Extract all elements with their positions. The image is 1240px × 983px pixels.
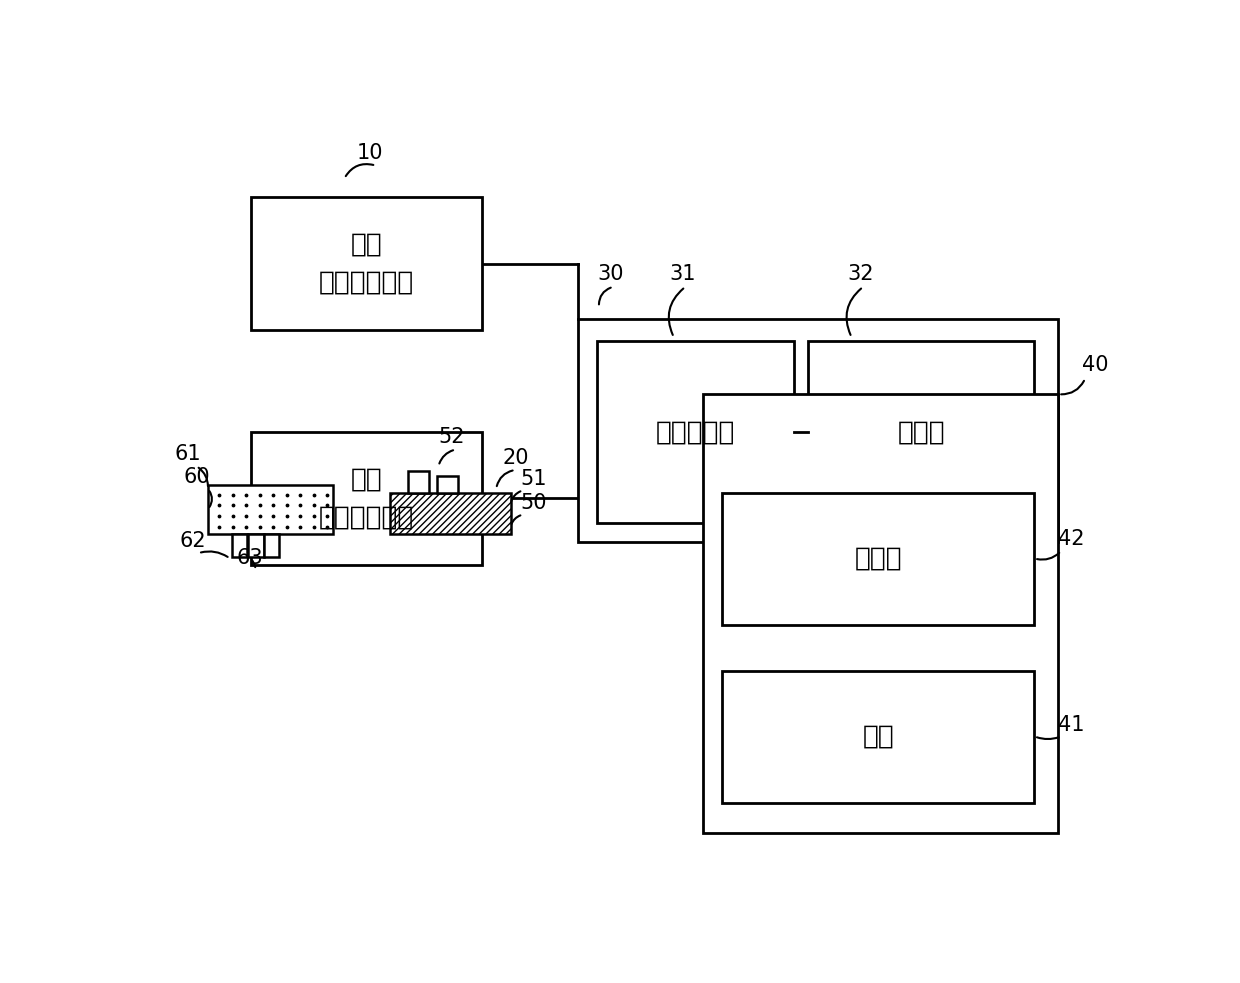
- Text: 第二
图像获取装置: 第二 图像获取装置: [319, 466, 414, 530]
- Text: 20: 20: [503, 447, 529, 468]
- Bar: [722, 492, 1034, 625]
- Bar: [596, 341, 794, 523]
- Text: 第一
图像获取装置: 第一 图像获取装置: [319, 232, 414, 296]
- Bar: [250, 198, 481, 330]
- Text: 61: 61: [174, 444, 201, 464]
- Text: 41: 41: [1058, 715, 1085, 735]
- Bar: [208, 485, 332, 535]
- Bar: [436, 476, 458, 492]
- Bar: [248, 535, 264, 557]
- Bar: [232, 535, 247, 557]
- Text: 62: 62: [179, 531, 206, 550]
- Text: 52: 52: [439, 428, 465, 447]
- Text: 42: 42: [1058, 530, 1085, 549]
- Text: 50: 50: [521, 493, 547, 513]
- Text: 63: 63: [237, 549, 263, 568]
- Bar: [408, 472, 429, 492]
- Bar: [250, 433, 481, 564]
- Text: 51: 51: [521, 469, 547, 489]
- Bar: [703, 394, 1058, 834]
- Bar: [264, 535, 279, 557]
- Text: 图像处理器: 图像处理器: [656, 419, 735, 445]
- Bar: [578, 318, 1058, 542]
- Text: 10: 10: [357, 144, 383, 163]
- Bar: [722, 670, 1034, 803]
- Text: 30: 30: [596, 264, 624, 284]
- Text: 控制器: 控制器: [898, 419, 945, 445]
- Bar: [808, 341, 1034, 523]
- Bar: [391, 492, 511, 535]
- Text: 31: 31: [670, 264, 696, 284]
- Text: 60: 60: [184, 467, 211, 487]
- Text: 32: 32: [847, 264, 873, 284]
- Text: 夹爪: 夹爪: [862, 723, 894, 750]
- Text: 40: 40: [1083, 355, 1109, 376]
- Text: 驱动器: 驱动器: [854, 546, 901, 572]
